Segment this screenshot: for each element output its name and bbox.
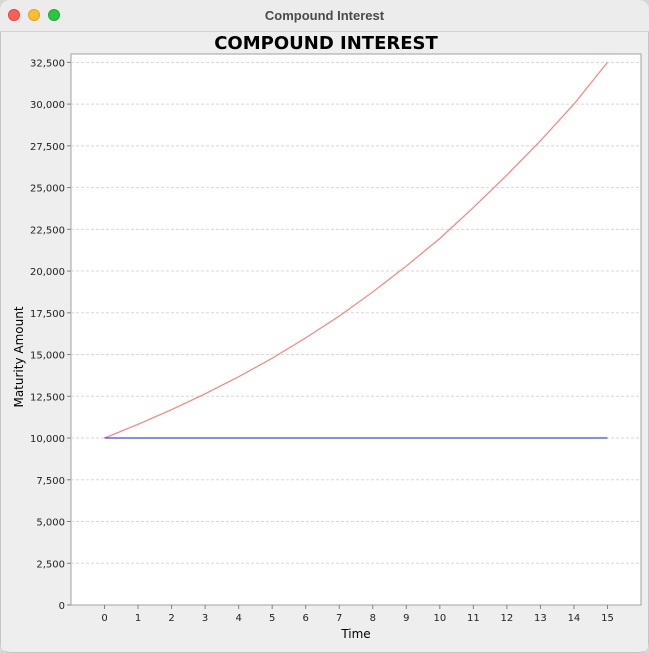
- series-1-point: [137, 424, 139, 426]
- series-2-point: [405, 437, 407, 439]
- series-1-point: [271, 357, 273, 359]
- x-tick-label: 10: [433, 613, 446, 624]
- y-tick-label: 7,500: [36, 476, 65, 487]
- y-tick-label: 32,500: [30, 58, 65, 69]
- chart-panel: COMPOUND INTEREST 0 2,500 5,000 7,500 10,000…: [1, 32, 648, 651]
- series-1-point: [405, 265, 407, 267]
- y-tick-label: 17,500: [30, 309, 65, 320]
- x-tick-label: 6: [303, 613, 309, 624]
- window-title: Compound Interest: [264, 8, 385, 23]
- series-2-point: [338, 437, 340, 439]
- x-tick-label: 9: [403, 613, 409, 624]
- series-lines: [104, 61, 609, 439]
- series-2-point: [204, 437, 206, 439]
- series-1-point: [204, 393, 206, 395]
- plot-area: [70, 53, 642, 606]
- y-tick-label: 0: [59, 601, 65, 612]
- y-tick-label: 25,000: [30, 184, 65, 195]
- maximize-window-button[interactable]: [48, 9, 60, 21]
- axes: 0 2,500 5,000 7,500 10,000 12,500 15,000 17,500…: [30, 58, 614, 624]
- line-chart: COMPOUND INTEREST 0 2,500 5,000 7,500 10,000…: [12, 33, 642, 641]
- y-tick-label: 15,000: [30, 351, 65, 362]
- y-tick-label: 12,500: [30, 392, 65, 403]
- x-tick-label: 8: [370, 613, 376, 624]
- series-2-point: [372, 437, 374, 439]
- x-tick-label: 15: [601, 613, 614, 624]
- series-1-point: [305, 337, 307, 339]
- series-2-point: [271, 437, 273, 439]
- series-2-point: [439, 437, 441, 439]
- series-1-point: [607, 62, 609, 64]
- x-tick-label: 12: [501, 613, 514, 624]
- series-2-point: [104, 437, 106, 439]
- x-tick-label: 4: [235, 613, 241, 624]
- series-2-point: [171, 437, 173, 439]
- series-2-point: [607, 437, 609, 439]
- y-axis-label: Maturity Amount: [12, 306, 26, 407]
- series-2-point: [305, 437, 307, 439]
- x-tick-label: 3: [202, 613, 208, 624]
- series-1-point: [338, 315, 340, 317]
- series-1-point: [238, 376, 240, 378]
- series-1-point: [573, 103, 575, 105]
- x-tick-label: 11: [467, 613, 480, 624]
- series-1-point: [439, 238, 441, 240]
- close-window-button[interactable]: [8, 9, 20, 21]
- series-1-point: [372, 291, 374, 293]
- series-1-point: [171, 409, 173, 411]
- y-tick-label: 10,000: [30, 434, 65, 445]
- y-tick-label: 30,000: [30, 100, 65, 111]
- y-tick-label: 20,000: [30, 267, 65, 278]
- series-2-point: [473, 437, 475, 439]
- x-tick-label: 5: [269, 613, 275, 624]
- x-axis-label: Time: [340, 627, 370, 641]
- y-tick-label: 5,000: [36, 518, 65, 529]
- y-tick-label: 27,500: [30, 142, 65, 153]
- x-tick-label: 1: [135, 613, 141, 624]
- title-bar[interactable]: Compound Interest: [0, 0, 649, 32]
- series-2-point: [137, 437, 139, 439]
- y-tick-label: 2,500: [36, 559, 65, 570]
- series-1-point: [473, 207, 475, 209]
- series-2-point: [506, 437, 508, 439]
- series-line-1: [104, 61, 608, 439]
- series-2-point: [573, 437, 575, 439]
- x-tick-label: 7: [336, 613, 342, 624]
- chart-title: COMPOUND INTEREST: [214, 33, 438, 54]
- series-1-point: [506, 174, 508, 176]
- x-tick-label: 13: [534, 613, 547, 624]
- y-tick-label: 22,500: [30, 225, 65, 236]
- x-tick-label: 14: [568, 613, 581, 624]
- series-2-point: [238, 437, 240, 439]
- minimize-window-button[interactable]: [28, 9, 40, 21]
- x-tick-label: 2: [168, 613, 174, 624]
- series-2-point: [540, 437, 542, 439]
- series-1-point: [540, 140, 542, 142]
- x-tick-label: 0: [101, 613, 107, 624]
